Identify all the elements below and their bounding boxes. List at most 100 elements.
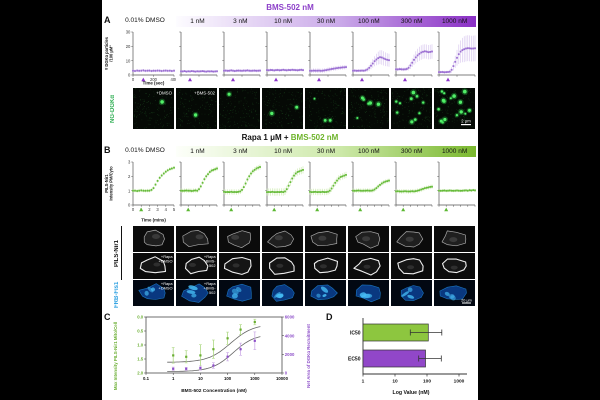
frb-fis1-cell-image-r2-c0: +Rapa +DMSO xyxy=(133,280,174,311)
svg-text:5: 5 xyxy=(173,207,176,212)
svg-text:2: 2 xyxy=(148,207,151,212)
svg-text:10: 10 xyxy=(126,58,131,63)
pils-nir1-cell-image-r1-c0: +Rapa +DMSO xyxy=(133,253,174,284)
frb-fis1-cell-image-r2-c3 xyxy=(262,280,303,311)
ng-dgka-microscopy-image-4 xyxy=(305,88,346,129)
timecourse-plot-300-nm xyxy=(391,29,434,86)
svg-text:4000: 4000 xyxy=(285,333,295,338)
pils-nir1-cell-image-r1-c3 xyxy=(262,253,303,284)
concentration-label: 300 nM xyxy=(400,148,423,155)
concentration-label: 30 nM xyxy=(316,18,336,25)
ng-dgka-microscopy-image-3 xyxy=(262,88,303,129)
panel-d-ic50-ec50-chart: IC50 EC50 1 10 100 1000 Log Value (nM) xyxy=(336,314,476,398)
pils-nir1-cell-image-r1-c5 xyxy=(348,253,389,284)
svg-text:+Rapa: +Rapa xyxy=(204,254,216,259)
panel-c-letter: C xyxy=(104,312,111,322)
timecourse-plot-30-nm xyxy=(305,159,348,223)
panel-b-title: Rapa 1 μM + BMS-502 nM xyxy=(102,133,478,142)
panel-a-concentration-bar: 1 nM 3 nM 10 nM 30 nM 100 nM 300 nM 1000 nM xyxy=(176,16,476,27)
ng-dgka-microscopy-image-0: +DMSO xyxy=(133,88,174,129)
pils-nir1-cell-image-r1-c4 xyxy=(305,253,346,284)
svg-text:EC50: EC50 xyxy=(348,356,361,362)
frb-fis1-cell-image-r2-c1: +Rapa +BMS- 502 xyxy=(176,280,217,311)
svg-text:2000: 2000 xyxy=(285,352,295,357)
svg-text:+BMS-502: +BMS-502 xyxy=(194,91,215,96)
panel-b-concentration-bar: 1 nM 3 nM 10 nM 30 nM 100 nM 300 nM 1000 nM xyxy=(176,146,476,157)
timecourse-plot-30-nm xyxy=(305,29,348,86)
svg-text:2 μm: 2 μm xyxy=(461,119,471,124)
svg-text:Time (mins): Time (mins) xyxy=(141,218,166,223)
timecourse-plot-100-nm xyxy=(348,29,391,86)
svg-text:200: 200 xyxy=(150,77,158,82)
svg-text:1: 1 xyxy=(128,188,131,193)
svg-text:0: 0 xyxy=(132,207,135,212)
panel-b-dmso-label: 0.01% DMSO xyxy=(125,147,165,154)
ng-dgka-microscopy-image-2 xyxy=(219,88,260,129)
panel-b-images-row3: +Rapa +DMSO +Rapa +BMS- 502 20 μm xyxy=(133,280,475,311)
svg-text:2.0: 2.0 xyxy=(137,371,144,376)
svg-text:0.1: 0.1 xyxy=(143,376,150,381)
timecourse-plot-1-nm xyxy=(176,29,219,86)
svg-text:1000: 1000 xyxy=(250,376,260,381)
panel-b-title-prefix: Rapa 1 μM + xyxy=(241,133,291,142)
panel-b-row-label-pils-nir1: PILS-Nir1 xyxy=(114,226,122,280)
svg-text:100: 100 xyxy=(423,379,431,385)
svg-text:20 μm: 20 μm xyxy=(461,299,472,303)
svg-text:502: 502 xyxy=(209,263,216,268)
svg-text:+BMS-: +BMS- xyxy=(204,258,217,263)
svg-text:3: 3 xyxy=(128,160,131,165)
panel-b-images-row1 xyxy=(133,226,475,257)
timecourse-plot-1-nm xyxy=(176,159,219,223)
concentration-label: 1 nM xyxy=(190,148,205,155)
panel-b-row-gutter: PILS-Nir1 FRB-Fis1 xyxy=(102,226,132,308)
concentration-label: 30 nM xyxy=(316,148,336,155)
svg-text:10000: 10000 xyxy=(276,376,289,381)
concentration-label: 10 nM xyxy=(274,148,293,155)
svg-text:+Rapa: +Rapa xyxy=(204,281,216,286)
frb-fis1-cell-image-r2-c4 xyxy=(305,280,346,311)
timecourse-plot-300-nm xyxy=(391,159,434,223)
svg-text:400: 400 xyxy=(171,77,177,82)
panel-a-microscopy-row: NG-DGKα +DMSO +BMS-502 2 μm xyxy=(102,88,478,130)
timecourse-plot-100-nm xyxy=(348,159,391,223)
concentration-label: 100 nM xyxy=(358,148,380,155)
svg-text:PILS-Nir1Intensity PM/Cyto: PILS-Nir1Intensity PM/Cyto xyxy=(104,166,114,201)
pils-nir1-cell-image-r0-c7 xyxy=(434,226,475,257)
pils-nir1-cell-image-r0-c6 xyxy=(391,226,432,257)
svg-text:Time (sec): Time (sec) xyxy=(143,81,165,86)
panel-b-microscopy-rows: PILS-Nir1 FRB-Fis1 +Rapa +DMSO +Rapa +BMS- 5… xyxy=(102,226,478,308)
svg-text:100: 100 xyxy=(224,376,232,381)
concentration-label: 1 nM xyxy=(190,18,205,25)
pils-nir1-cell-image-r0-c0 xyxy=(133,226,174,257)
svg-text:502: 502 xyxy=(209,290,216,295)
panel-a-images: +DMSO +BMS-502 2 μm xyxy=(133,88,475,129)
svg-text:1: 1 xyxy=(172,376,175,381)
timecourse-plot-1000-nm xyxy=(434,29,477,86)
svg-text:30: 30 xyxy=(126,30,131,35)
ng-dgka-microscopy-image-1: +BMS-502 xyxy=(176,88,217,129)
svg-text:0.0: 0.0 xyxy=(137,315,144,320)
svg-text:1.0: 1.0 xyxy=(137,343,144,348)
svg-text:0: 0 xyxy=(285,371,288,376)
concentration-label: 3 nM xyxy=(233,18,248,25)
timecourse-plot-10-nm xyxy=(262,29,305,86)
pils-nir1-cell-image-r1-c6 xyxy=(391,253,432,284)
pils-nir1-cell-image-r1-c2 xyxy=(219,253,260,284)
concentration-label: 300 nM xyxy=(400,18,423,25)
figure-panel: BMS-502 nM A 0.01% DMSO 1 nM 3 nM 10 nM 30 … xyxy=(102,0,478,400)
panel-b-header: B 0.01% DMSO 1 nM 3 nM 10 nM 30 nM 100 nM 300… xyxy=(102,145,478,158)
svg-text:IC50: IC50 xyxy=(350,330,361,336)
svg-text:20: 20 xyxy=(126,44,131,49)
panel-d-letter: D xyxy=(326,312,333,322)
svg-text:BMS-502 Concentration (nM): BMS-502 Concentration (nM) xyxy=(181,388,247,394)
timecourse-plot-3-nm xyxy=(219,29,262,86)
svg-text:10: 10 xyxy=(392,379,398,385)
panel-a-row-label: NG-DGKα xyxy=(110,94,116,124)
panel-b-images-row2: +Rapa +DMSO +Rapa +BMS- 502 xyxy=(133,253,475,284)
svg-text:+DMSO: +DMSO xyxy=(156,91,172,96)
ng-dgka-microscopy-image-5 xyxy=(348,88,389,129)
svg-text:4: 4 xyxy=(165,207,168,212)
svg-text:# DGKα particles/100 μM²: # DGKα particles/100 μM² xyxy=(104,36,114,70)
svg-text:3: 3 xyxy=(156,207,159,212)
panel-b-letter: B xyxy=(104,145,111,155)
